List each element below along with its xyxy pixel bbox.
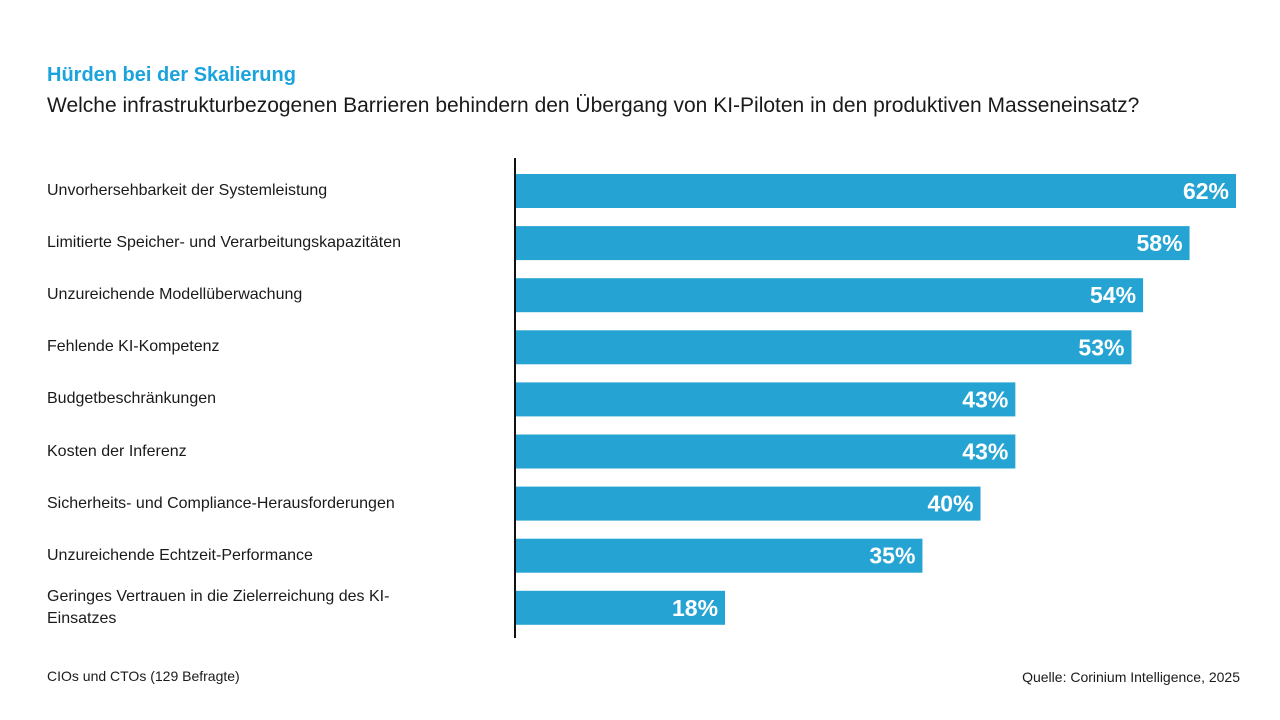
bar-value-label: 18% — [672, 595, 718, 621]
category-label: Fehlende KI-Kompetenz — [47, 338, 220, 356]
bar — [516, 590, 726, 625]
bar — [516, 486, 981, 521]
chart-question: Welche infrastrukturbezogenen Barrieren … — [47, 94, 1140, 117]
bar — [516, 434, 1016, 469]
bar — [516, 174, 1236, 208]
bar — [516, 382, 1016, 417]
sample-note: CIOs und CTOs (129 Befragte) — [47, 668, 240, 684]
category-label: Sicherheits- und Compliance-Herausforder… — [47, 494, 395, 512]
bar-value-label: 62% — [1183, 178, 1229, 204]
category-label: Unzureichende Echtzeit-Performance — [47, 546, 313, 564]
bar-value-label: 40% — [927, 491, 973, 517]
category-label: Geringes Vertrauen in die Zielerreichung… — [47, 587, 390, 627]
chart-kicker: Hürden bei der Skalierung — [47, 64, 296, 86]
category-label: Unzureichende Modellüberwachung — [47, 286, 303, 304]
bar-value-label: 58% — [1137, 230, 1183, 256]
bar-value-label: 35% — [869, 543, 915, 569]
bar — [516, 278, 1144, 313]
bar-value-label: 54% — [1090, 282, 1136, 308]
bar-value-label: 43% — [962, 386, 1008, 412]
category-label: Budgetbeschränkungen — [47, 390, 217, 408]
category-label: Unvorhersehbarkeit der Systemleistung — [47, 182, 328, 199]
category-label: Limitierte Speicher- und Verarbeitungska… — [47, 234, 401, 252]
bar — [516, 538, 923, 573]
bar — [516, 226, 1190, 261]
source-note: Quelle: Corinium Intelligence, 2025 — [1022, 669, 1240, 685]
bar — [516, 330, 1132, 365]
bar-value-label: 43% — [962, 439, 1008, 465]
category-label: Kosten der Inferenz — [47, 442, 187, 460]
bar-value-label: 53% — [1078, 334, 1124, 360]
